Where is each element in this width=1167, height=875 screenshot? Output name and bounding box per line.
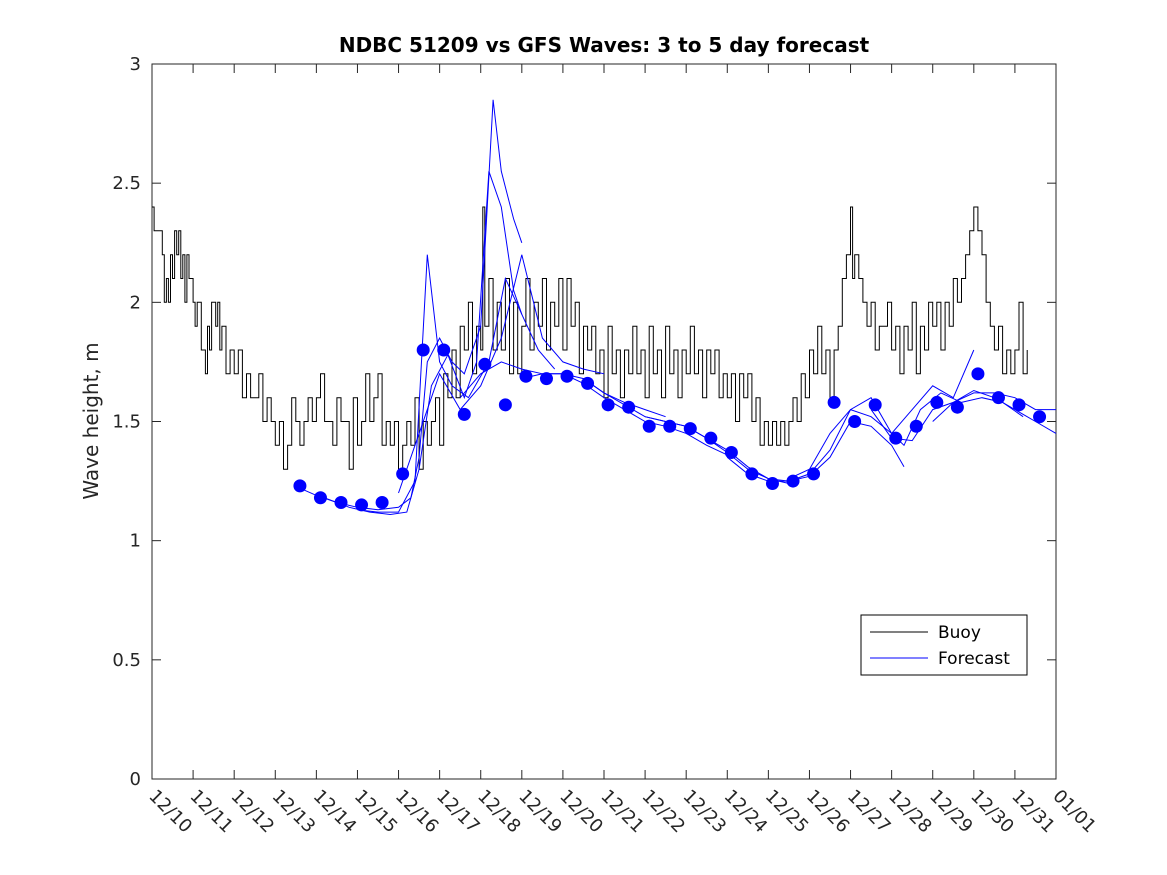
x-tick-label: 12/27	[843, 786, 895, 838]
forecast-point	[807, 467, 821, 481]
forecast-point	[786, 474, 800, 488]
x-tick-label: 01/01	[1048, 786, 1100, 838]
marker-layer	[293, 343, 1047, 512]
forecast-point	[930, 395, 944, 409]
x-tick-label: 12/14	[309, 786, 361, 838]
legend-box	[860, 614, 1028, 676]
legend: Buoy Forecast	[860, 614, 1028, 676]
forecast-point	[909, 419, 923, 433]
forecast-point	[457, 407, 471, 421]
forecast-point	[375, 496, 389, 510]
forecast-point	[868, 398, 882, 412]
forecast-point	[396, 467, 410, 481]
y-tick-label: 2	[130, 292, 141, 313]
forecast-point	[663, 419, 677, 433]
legend-label-forecast: Forecast	[938, 649, 1010, 669]
x-tick-label: 12/28	[884, 786, 936, 838]
forecast-point	[765, 476, 779, 490]
x-tick-label: 12/26	[802, 786, 854, 838]
forecast-point	[560, 369, 574, 383]
forecast-point	[334, 496, 348, 510]
y-axis-label: Wave height, m	[79, 342, 103, 499]
x-tick-label: 12/15	[350, 786, 402, 838]
x-tick-label: 12/25	[761, 786, 813, 838]
series-buoy-line	[152, 206, 1028, 470]
x-tick-label: 12/30	[966, 786, 1018, 838]
forecast-point	[581, 376, 595, 390]
series-forecast-run-1	[324, 171, 523, 516]
y-tick-label: 1.5	[112, 412, 141, 433]
forecast-point	[539, 372, 553, 386]
x-tick-label: 12/13	[268, 786, 320, 838]
x-tick-label: 12/12	[227, 786, 279, 838]
x-tick-label: 12/23	[679, 786, 731, 838]
forecast-point	[827, 395, 841, 409]
forecast-point	[293, 479, 307, 493]
x-tick-label: 12/17	[432, 786, 484, 838]
x-tick-label: 12/31	[1007, 786, 1059, 838]
forecast-point	[704, 431, 718, 445]
forecast-point	[478, 357, 492, 371]
legend-label-buoy: Buoy	[938, 623, 981, 643]
x-tick-label: 12/16	[391, 786, 443, 838]
forecast-point	[1033, 410, 1047, 424]
forecast-point	[848, 415, 862, 428]
forecast-point	[437, 343, 451, 357]
forecast-point	[519, 369, 533, 383]
forecast-point	[1012, 398, 1026, 412]
forecast-point	[498, 398, 512, 412]
y-tick-label: 3	[130, 54, 141, 75]
series-forecast-run-2	[357, 254, 556, 513]
y-tick-label: 0	[130, 769, 141, 790]
forecast-point	[601, 398, 615, 412]
forecast-point	[622, 400, 636, 414]
forecast-point	[416, 343, 430, 357]
forecast-point	[991, 391, 1005, 405]
series-forecast-run-0	[299, 99, 523, 511]
x-tick-label: 12/10	[144, 786, 196, 838]
x-tick-label: 12/11	[186, 786, 238, 838]
x-tick-label: 12/20	[555, 786, 607, 838]
forecast-point	[642, 419, 656, 433]
forecast-point	[971, 367, 985, 381]
x-tick-label: 12/18	[473, 786, 525, 838]
chart-title: NDBC 51209 vs GFS Waves: 3 to 5 day fore…	[339, 33, 870, 57]
y-axis: 0 0.5 1 1.5 2 2.5 3	[112, 54, 1056, 790]
forecast-point	[950, 400, 964, 414]
forecast-point	[724, 445, 738, 459]
forecast-point	[313, 491, 327, 505]
forecast-point	[355, 498, 369, 512]
x-tick-label: 12/21	[596, 786, 648, 838]
x-tick-label: 12/24	[720, 786, 772, 838]
series-forecast-run-9	[788, 392, 1024, 480]
x-tick-label: 12/19	[514, 786, 566, 838]
y-tick-label: 1	[130, 531, 141, 552]
forecast-point	[745, 467, 759, 481]
forecast-point	[683, 422, 697, 436]
series-forecast-run-3	[398, 254, 605, 494]
x-tick-label: 12/29	[925, 786, 977, 838]
x-tick-label: 12/22	[638, 786, 690, 838]
y-tick-label: 0.5	[112, 650, 141, 671]
y-tick-label: 2.5	[112, 173, 141, 194]
forecast-point	[889, 431, 903, 445]
